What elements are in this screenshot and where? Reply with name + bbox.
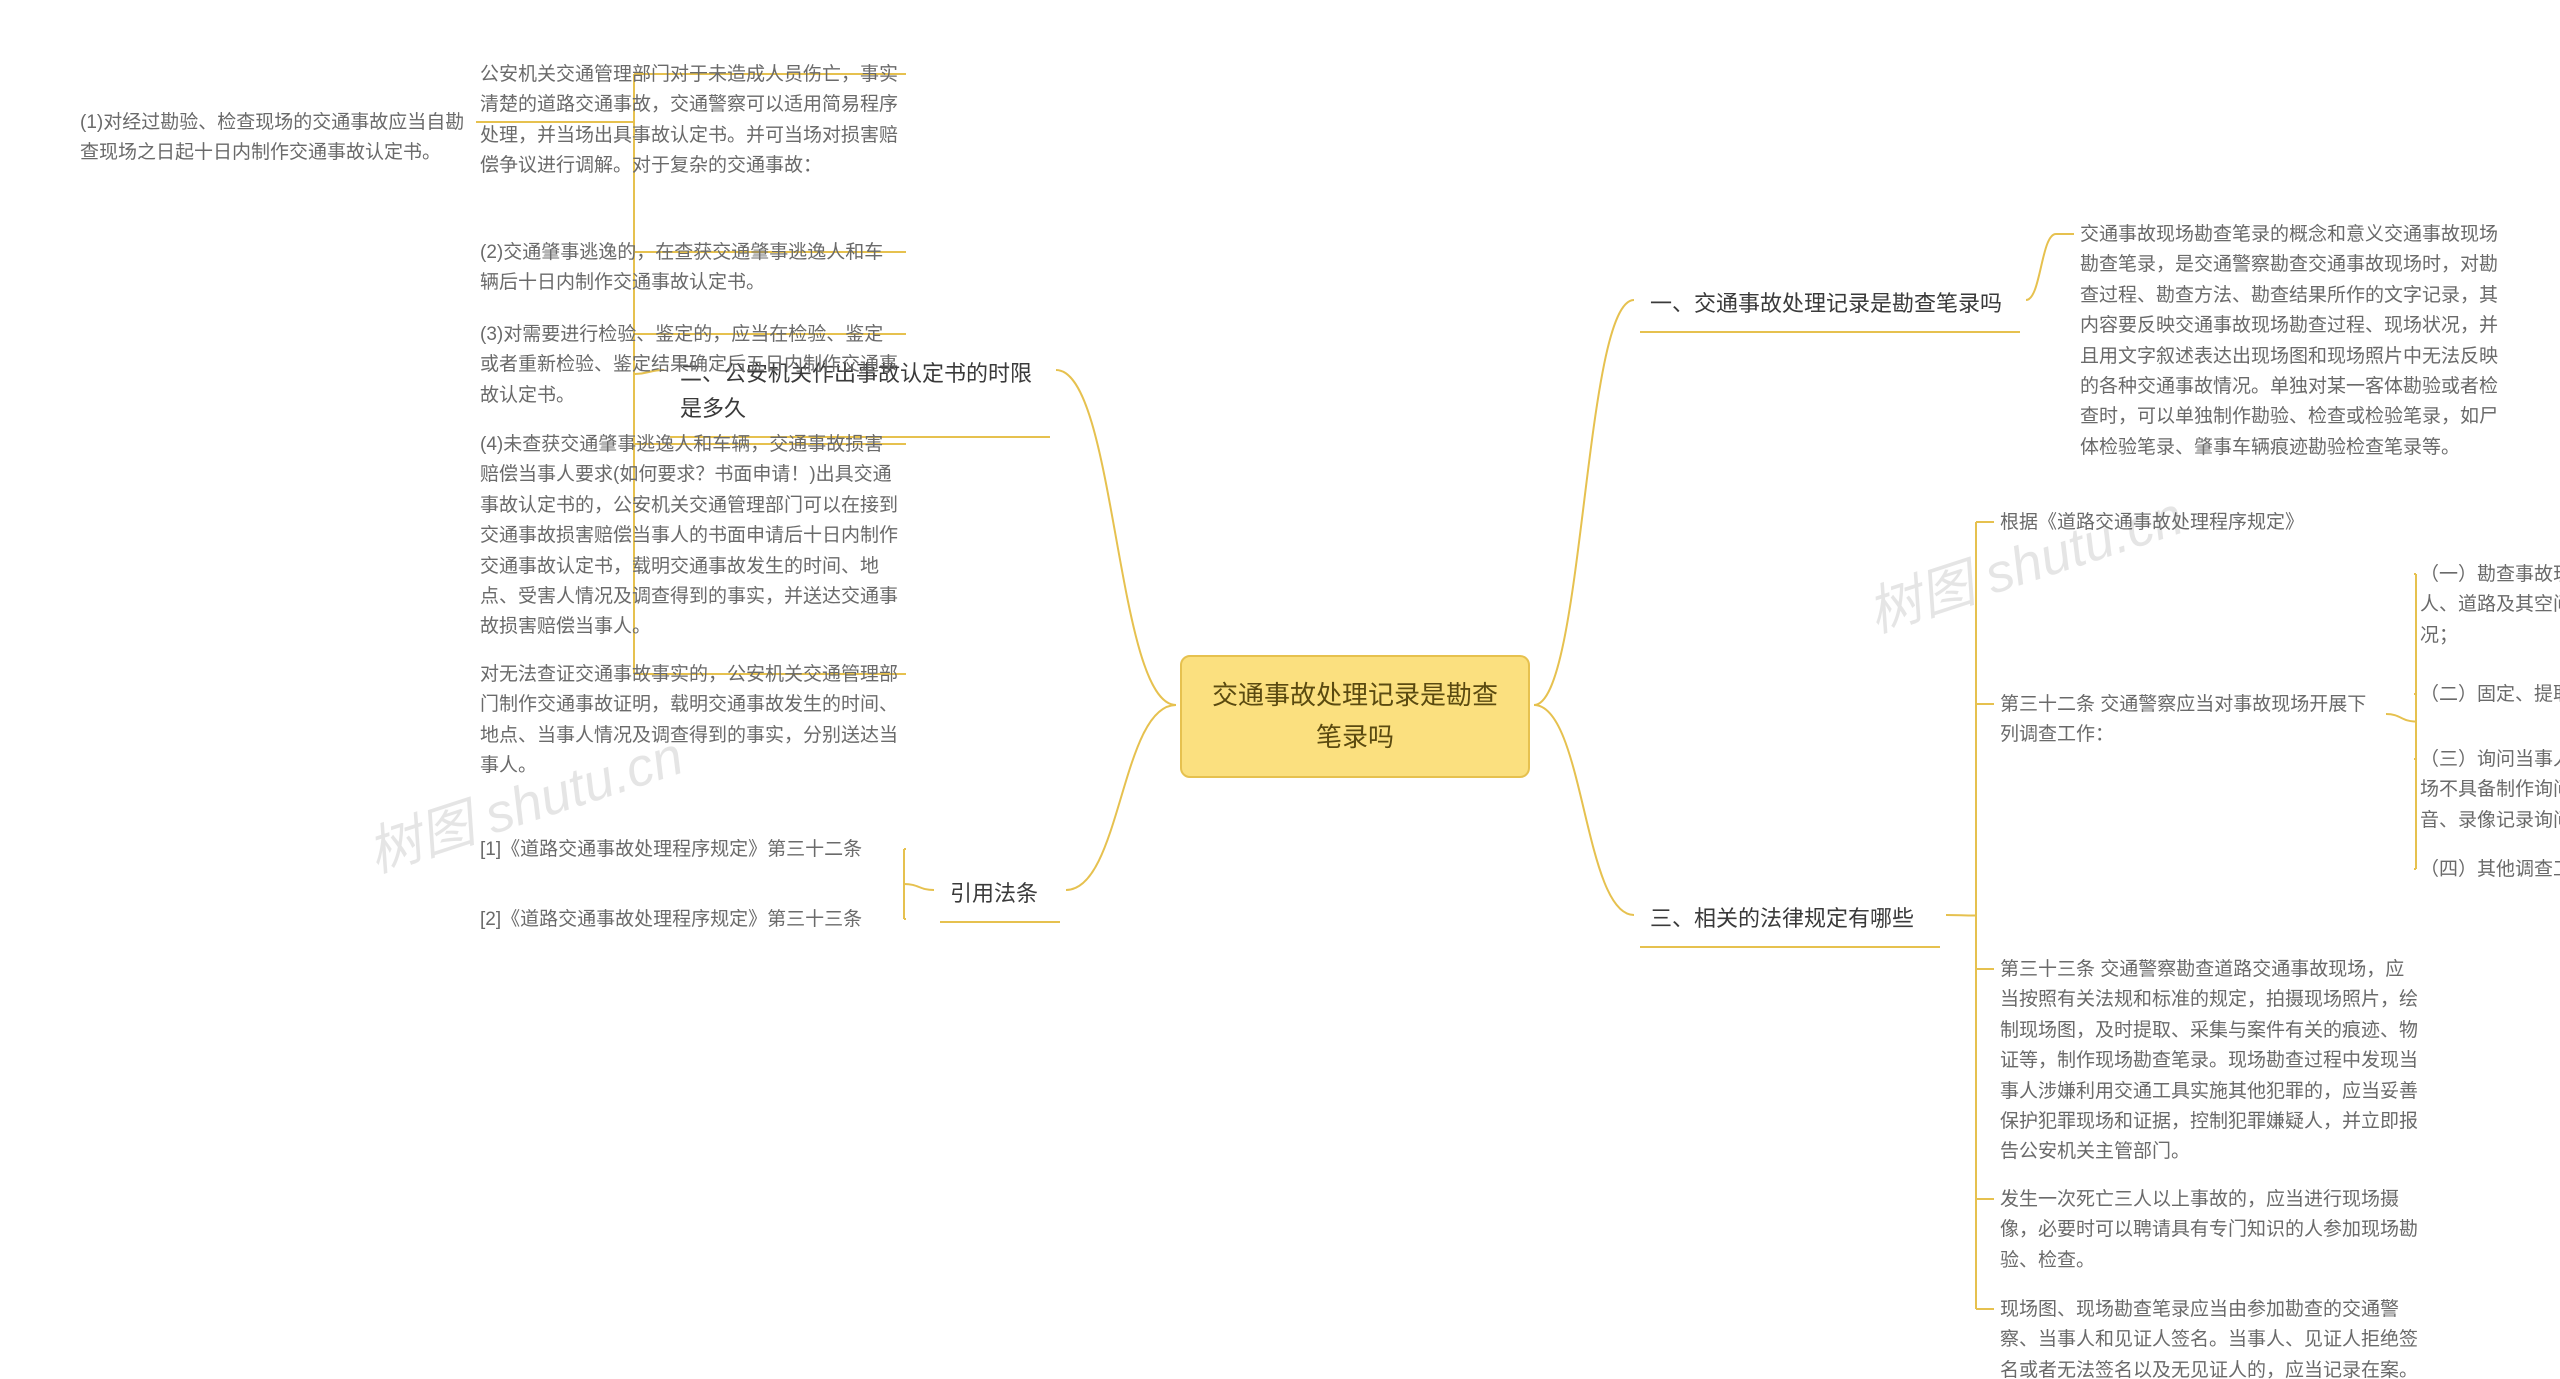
leaf-right-1-2: 第三十三条 交通警察勘查道路交通事故现场，应当按照有关法规和标准的规定，拍摄现场…: [2000, 955, 2420, 1168]
leaf-right-0-0: 交通事故现场勘查笔录的概念和意义交通事故现场勘查笔录，是交通警察勘查交通事故现场…: [2080, 220, 2500, 463]
leaf-right-1-1-3: （四）其他调查工作。: [2420, 855, 2560, 885]
branch-right-1: 三、相关的法律规定有哪些: [1640, 895, 1940, 948]
leaf-left-1-1: [2]《道路交通事故处理程序规定》第三十三条: [480, 905, 900, 935]
leaf-right-1-1-2: （三）询问当事人、证人并制作询问笔录；现场不具备制作询问笔录条件的，可以通过录音…: [2420, 745, 2560, 836]
leaf-left-0-0: (1)对经过勘验、检查现场的交通事故应当自勘查现场之日起十日内制作交通事故认定书…: [80, 108, 470, 169]
leaf-right-1-0: 根据《道路交通事故处理程序规定》: [2000, 508, 2380, 538]
leaf-right-1-1-1: （二）固定、提取或者保全现场证据材料；: [2420, 680, 2560, 710]
branch-right-0: 一、交通事故处理记录是勘查笔录吗: [1640, 280, 2020, 333]
leaf-right-1-4: 现场图、现场勘查笔录应当由参加勘查的交通警察、当事人和见证人签名。当事人、见证人…: [2000, 1295, 2420, 1379]
watermark-2: 树图 shutu.cn: [1856, 471, 2192, 647]
leaf-left-0-5: 对无法查证交通事故事实的，公安机关交通管理部门制作交通事故证明，载明交通事故发生…: [480, 660, 900, 782]
leaf-left-0-4: (4)未查获交通肇事逃逸人和车辆，交通事故损害赔偿当事人要求(如何要求？书面申请…: [480, 430, 900, 643]
leaf-left-0-2: (2)交通肇事逃逸的，在查获交通肇事逃逸人和车辆后十日内制作交通事故认定书。: [480, 238, 900, 299]
leaf-right-1-1-0: （一）勘查事故现场，查明事故车辆、当事人、道路及其空间关系和事故发生时的天气情况…: [2420, 560, 2560, 651]
branch-left-1: 引用法条: [940, 870, 1060, 923]
center-node: 交通事故处理记录是勘查笔录吗: [1180, 655, 1530, 778]
leaf-left-0-3: (3)对需要进行检验、鉴定的，应当在检验、鉴定或者重新检验、鉴定结果确定后五日内…: [480, 320, 900, 411]
leaf-left-1-0: [1]《道路交通事故处理程序规定》第三十二条: [480, 835, 900, 865]
leaf-left-0-1: 公安机关交通管理部门对于未造成人员伤亡，事实清楚的道路交通事故，交通警察可以适用…: [480, 60, 900, 182]
leaf-right-1-1: 第三十二条 交通警察应当对事故现场开展下列调查工作：: [2000, 690, 2380, 751]
leaf-right-1-3: 发生一次死亡三人以上事故的，应当进行现场摄像，必要时可以聘请具有专门知识的人参加…: [2000, 1185, 2420, 1276]
